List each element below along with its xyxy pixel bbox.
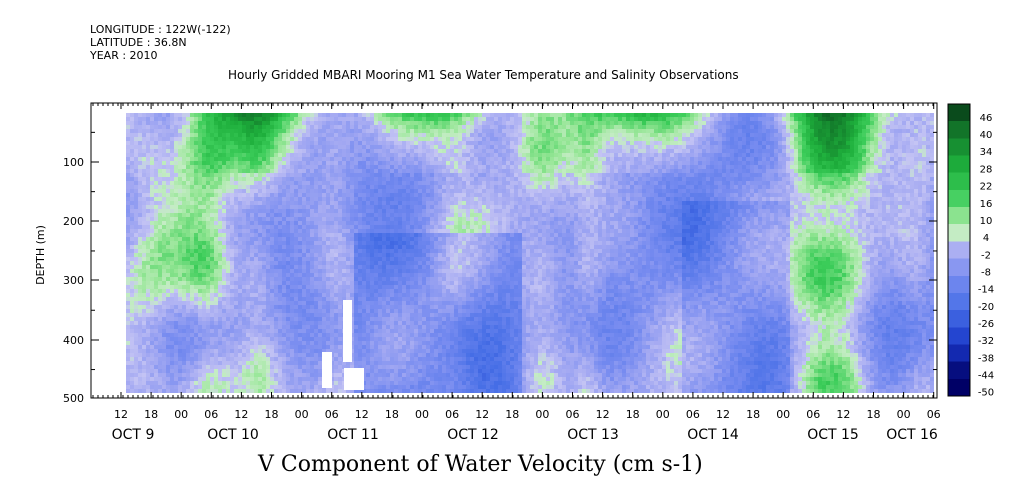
longitude-label: LONGITUDE : 122W(-122): [90, 23, 231, 36]
x-tick-day-label: OCT 10: [207, 427, 259, 443]
x-tick-hour-label: 18: [867, 408, 881, 421]
colorbar-swatch: [948, 104, 970, 122]
colorbar-swatch: [948, 361, 970, 380]
x-tick-hour-label: 00: [776, 408, 790, 421]
x-tick-hour-label: 18: [626, 408, 640, 421]
x-tick-hour-label: 06: [445, 408, 459, 421]
colorbar-label: 28: [980, 164, 993, 175]
y-tick-label: 300: [63, 274, 84, 287]
velocity-heatmap: [126, 113, 934, 393]
x-tick-hour-label: 06: [204, 408, 218, 421]
x-tick-hour-label: 18: [265, 408, 279, 421]
x-tick-day-label: OCT 11: [327, 427, 379, 443]
chart-title: Hourly Gridded MBARI Mooring M1 Sea Wate…: [228, 68, 739, 82]
colorbar-swatch: [948, 310, 970, 328]
x-tick-hour-label: 00: [656, 408, 670, 421]
x-ticks: 12 18 00 06 12 18 00 06 12 18 00 06 12 18 00 06 12 18 00 06…: [92, 103, 941, 443]
colorbar-label: -26: [978, 319, 994, 330]
colorbar-swatch: [948, 327, 970, 345]
colorbar-swatch: [948, 155, 970, 174]
colorbar-label: -8: [981, 267, 991, 278]
colorbar-label: 4: [983, 233, 989, 244]
colorbar-swatch: [948, 344, 970, 363]
colorbar-swatch: [948, 224, 970, 242]
x-tick-day-label: OCT 13: [567, 427, 619, 443]
y-tick-label: 100: [63, 156, 84, 169]
colorbar-label: -38: [978, 353, 994, 364]
x-tick-hour-label: 12: [114, 408, 128, 421]
x-tick-hour-label: 06: [927, 408, 941, 421]
x-tick-hour-label: 00: [535, 408, 549, 421]
x-tick-hour-label: 00: [897, 408, 911, 421]
x-tick-hour-label: 06: [325, 408, 339, 421]
x-tick-day-label: OCT 12: [447, 427, 499, 443]
x-axis-title: V Component of Water Velocity (cm s-1): [258, 452, 703, 477]
x-tick-hour-label: 12: [234, 408, 248, 421]
latitude-label: LATITUDE : 36.8N: [90, 36, 187, 49]
plot-area: 12 18 00 06 12 18 00 06 12 18 00 06 12 18 00 06 12 18 00 06…: [63, 102, 941, 443]
colorbar-label: 10: [980, 216, 993, 227]
y-tick-label: 400: [63, 334, 84, 347]
x-tick-hour-label: 12: [475, 408, 489, 421]
x-tick-hour-label: 06: [566, 408, 580, 421]
x-tick-hour-label: 00: [174, 408, 188, 421]
x-tick-hour-label: 06: [806, 408, 820, 421]
y-tick-label: 200: [63, 215, 84, 228]
colorbar-swatch: [948, 138, 970, 157]
y-axis-label: DEPTH (m): [34, 225, 47, 285]
colorbar-swatch: [948, 378, 970, 397]
x-tick-hour-label: 06: [686, 408, 700, 421]
colorbar-label: 16: [980, 199, 993, 210]
colorbar-swatch: [948, 189, 970, 208]
data-gap: [322, 300, 364, 390]
colorbar-swatch: [948, 172, 970, 191]
colorbar-swatch: [948, 121, 970, 139]
colorbar: 46 40 34 28 22 16 10 4 -2 -8 -14 -20 -26 -32 -38 -44 -50: [947, 103, 994, 399]
y-tick-label: 500: [63, 392, 84, 405]
colorbar-label: 40: [980, 130, 993, 141]
colorbar-label: 34: [980, 147, 993, 158]
colorbar-label: -2: [981, 250, 991, 261]
colorbar-label: 46: [980, 113, 993, 124]
y-ticks: 100 200 300 400 500: [63, 131, 937, 405]
x-tick-hour-label: 18: [505, 408, 519, 421]
x-tick-hour-label: 00: [295, 408, 309, 421]
x-tick-day-label: OCT 9: [112, 427, 155, 443]
year-label: YEAR : 2010: [90, 49, 158, 62]
colorbar-label: -44: [978, 371, 994, 382]
x-tick-hour-label: 12: [716, 408, 730, 421]
x-tick-day-label: OCT 16: [886, 427, 938, 443]
colorbar-swatch: [948, 207, 970, 225]
x-tick-hour-label: 18: [385, 408, 399, 421]
colorbar-swatch: [948, 241, 970, 260]
colorbar-label: -14: [978, 285, 994, 296]
colorbar-label: -20: [978, 302, 994, 313]
x-tick-hour-label: 18: [746, 408, 760, 421]
colorbar-label: -32: [978, 336, 994, 347]
x-tick-hour-label: 12: [836, 408, 850, 421]
x-tick-day-label: OCT 15: [807, 427, 859, 443]
colorbar-swatch: [948, 275, 970, 294]
x-tick-hour-label: 12: [355, 408, 369, 421]
x-tick-hour-label: 18: [144, 408, 158, 421]
colorbar-label: -50: [978, 388, 994, 399]
colorbar-label: 22: [980, 182, 993, 193]
x-tick-hour-label: 00: [415, 408, 429, 421]
x-tick-day-label: OCT 14: [687, 427, 739, 443]
colorbar-swatch: [948, 292, 970, 311]
colorbar-swatch: [948, 258, 970, 277]
x-tick-hour-label: 12: [596, 408, 610, 421]
